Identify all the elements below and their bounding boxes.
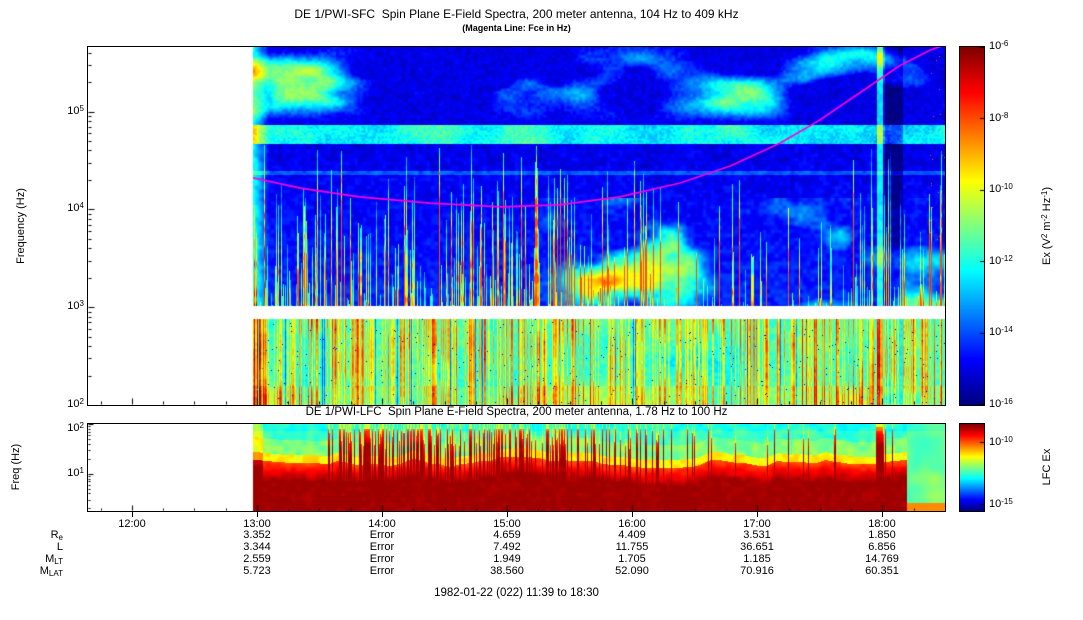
table-cell: 1.705 — [618, 553, 646, 565]
table-cell: 11.755 — [615, 541, 649, 553]
figure-caption: 1982-01-22 (022) 11:39 to 18:30 — [434, 587, 599, 599]
table-cell: 4.659 — [493, 529, 521, 541]
table-row-label: MLAT — [39, 565, 63, 578]
lfc-title: DE 1/PWI-LFC Spin Plane E-Field Spectra,… — [305, 406, 728, 418]
sfc-title: DE 1/PWI-SFC Spin Plane E-Field Spectra,… — [294, 7, 739, 21]
table-cell: 5.723 — [243, 565, 271, 577]
table-cell: 60.351 — [865, 565, 899, 577]
sfc-colorbar — [959, 46, 985, 406]
lfc-ylabel: Freq (Hz) — [10, 443, 22, 491]
lfc-spectrogram-canvas — [88, 424, 945, 511]
x-tick-label: 13:00 — [243, 518, 271, 530]
sfc-colorbar-tick-label: 10-10 — [989, 182, 1013, 196]
sfc-colorbar-tick-label: 10-12 — [989, 254, 1013, 268]
sfc-colorbar-tick-label: 10-8 — [989, 111, 1009, 125]
lfc-colorbar — [959, 423, 985, 512]
table-cell: 1.185 — [743, 553, 771, 565]
sfc-colorbar-label: Ex (V2 m-2 Hz-1) — [1040, 186, 1053, 266]
table-cell: 3.344 — [243, 541, 271, 553]
x-tick-mark — [757, 512, 758, 517]
table-cell: 4.409 — [618, 529, 646, 541]
table-cell: 7.492 — [493, 541, 521, 553]
x-tick-label: 12:00 — [118, 518, 146, 530]
sfc-subtitle: (Magenta Line: Fce in Hz) — [462, 23, 571, 33]
table-row-label: MLT — [45, 553, 63, 566]
sfc-colorbar-canvas — [960, 47, 984, 405]
table-cell: 3.352 — [243, 529, 271, 541]
x-tick-label: 18:00 — [868, 518, 896, 530]
sfc-colorbar-tick-label: 10-6 — [989, 39, 1009, 53]
table-cell: 38.560 — [490, 565, 524, 577]
table-cell: 1.949 — [493, 553, 521, 565]
x-tick-mark — [257, 512, 258, 517]
table-cell: Error — [369, 565, 395, 577]
lfc-y-tick-label: 102 — [67, 421, 84, 435]
sfc-y-tick-label: 102 — [67, 397, 84, 411]
table-cell: 36.651 — [740, 541, 774, 553]
table-cell: 14.769 — [865, 553, 899, 565]
sfc-spectrogram-panel — [87, 46, 946, 406]
table-cell: 6.856 — [868, 541, 896, 553]
lfc-spectrogram-panel — [87, 423, 946, 512]
sfc-y-tick-label: 104 — [67, 201, 84, 215]
x-tick-label: 17:00 — [743, 518, 771, 530]
x-tick-label: 14:00 — [368, 518, 396, 530]
lfc-colorbar-canvas — [960, 424, 984, 511]
sfc-y-tick-label: 103 — [67, 299, 84, 313]
table-cell: Error — [369, 541, 395, 553]
x-tick-label: 15:00 — [493, 518, 521, 530]
lfc-colorbar-label: LFC Ex — [1041, 448, 1053, 486]
table-row-label: Re — [50, 529, 63, 542]
x-tick-mark — [132, 512, 133, 517]
table-cell: 1.850 — [868, 529, 896, 541]
sfc-colorbar-tick-label: 10-16 — [989, 397, 1013, 411]
table-cell: 2.559 — [243, 553, 271, 565]
x-tick-mark — [382, 512, 383, 517]
sfc-y-tick-label: 105 — [67, 104, 84, 118]
sfc-colorbar-tick-label: 10-14 — [989, 325, 1013, 339]
table-cell: Error — [369, 553, 395, 565]
table-row-label: L — [56, 541, 63, 553]
x-tick-mark — [507, 512, 508, 517]
x-tick-label: 16:00 — [618, 518, 646, 530]
lfc-colorbar-tick-label: 10-10 — [989, 435, 1013, 449]
table-cell: 70.916 — [740, 565, 774, 577]
lfc-colorbar-tick-label: 10-15 — [989, 497, 1013, 511]
table-cell: 52.090 — [615, 565, 649, 577]
table-cell: 3.531 — [743, 529, 771, 541]
sfc-ylabel: Frequency (Hz) — [15, 188, 27, 264]
x-tick-mark — [882, 512, 883, 517]
table-cell: Error — [369, 529, 395, 541]
x-tick-mark — [632, 512, 633, 517]
sfc-spectrogram-canvas — [88, 47, 945, 405]
lfc-y-tick-label: 101 — [67, 466, 84, 480]
